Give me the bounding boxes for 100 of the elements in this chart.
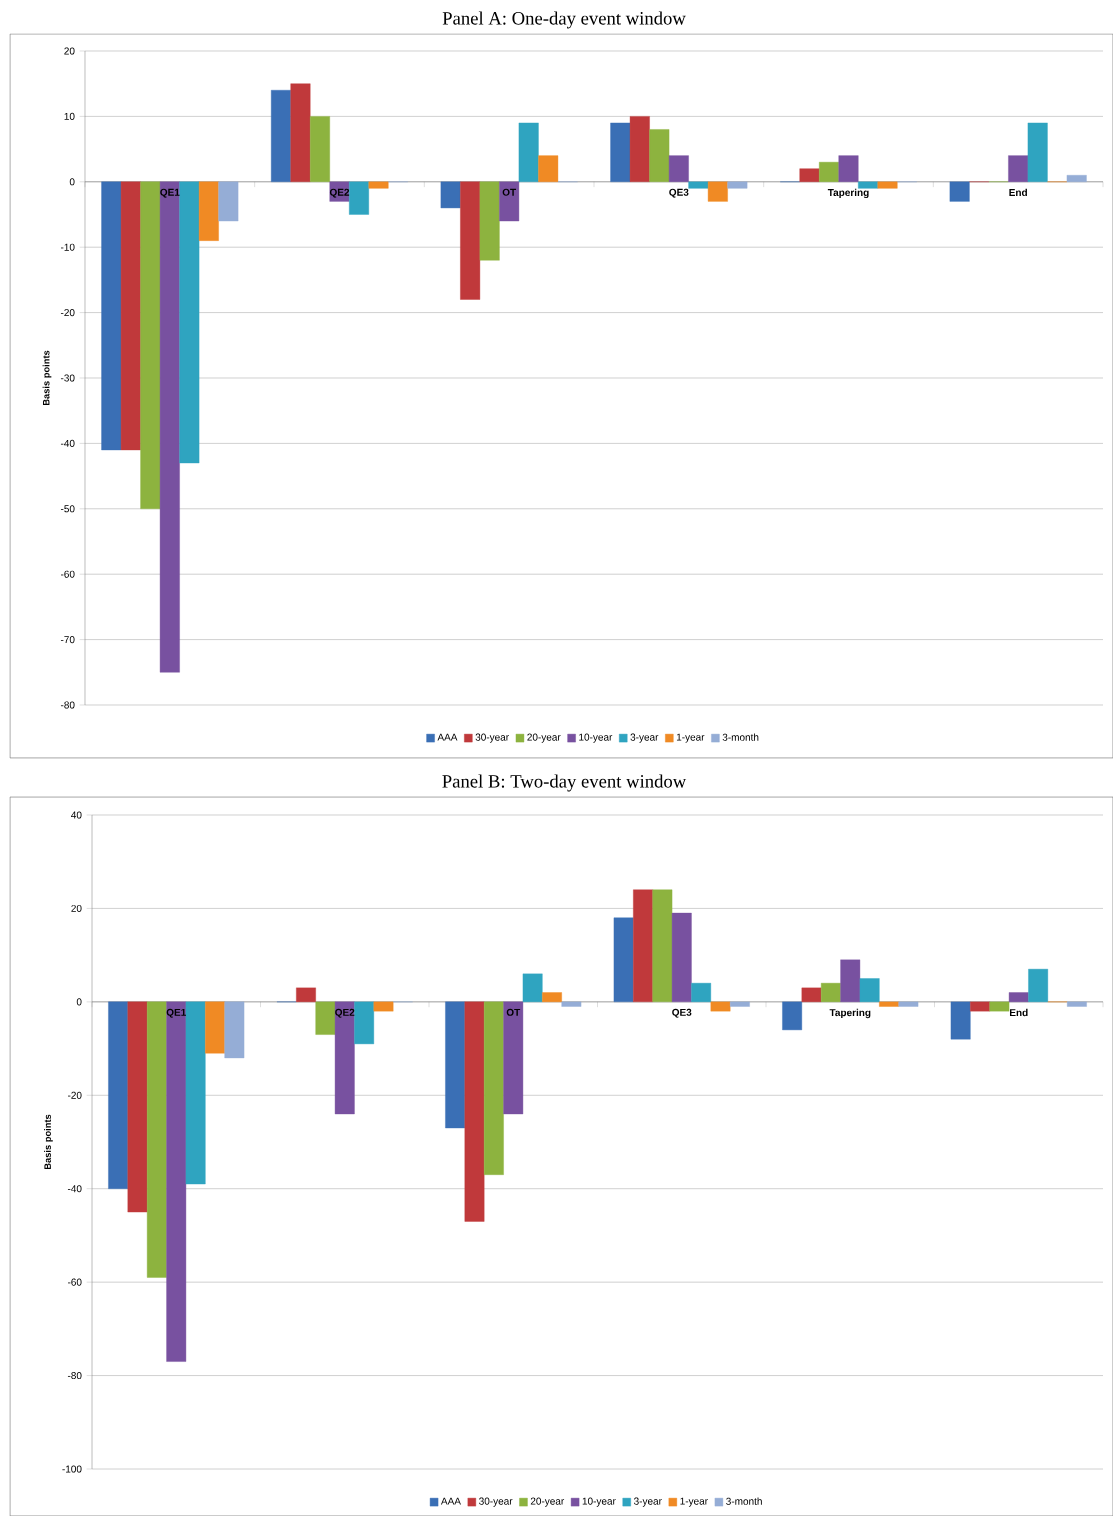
bar bbox=[633, 889, 653, 1003]
y-tick-label: 20 bbox=[71, 904, 82, 912]
bar bbox=[1067, 1001, 1087, 1007]
legend-label: 30-year bbox=[475, 733, 509, 743]
bar bbox=[368, 181, 389, 189]
bar bbox=[898, 1001, 919, 1007]
bar bbox=[730, 1001, 750, 1007]
bar bbox=[649, 129, 670, 182]
bar bbox=[561, 1001, 582, 1007]
bar bbox=[668, 155, 689, 182]
bar bbox=[120, 181, 141, 451]
legend-label: 10-year bbox=[579, 733, 613, 743]
bar bbox=[1028, 968, 1049, 1003]
bar bbox=[858, 181, 878, 189]
bar bbox=[1008, 992, 1029, 1003]
bar bbox=[218, 181, 239, 222]
x-tick-label: QE2 bbox=[329, 188, 350, 198]
bar bbox=[205, 1001, 225, 1054]
bar bbox=[440, 181, 461, 209]
bar bbox=[1008, 155, 1029, 182]
y-tick-label: -10 bbox=[60, 243, 75, 251]
bar bbox=[710, 1001, 731, 1012]
legend-label: 3-year bbox=[630, 733, 659, 743]
y-tick-label: -20 bbox=[67, 1091, 82, 1099]
y-tick-label: 20 bbox=[64, 47, 75, 55]
bar bbox=[101, 181, 122, 451]
x-tick-label: QE3 bbox=[672, 1008, 692, 1018]
x-tick-label: QE1 bbox=[160, 188, 180, 198]
legend-label: 20-year bbox=[527, 733, 561, 743]
bar bbox=[542, 992, 562, 1003]
y-tick-label: -30 bbox=[60, 374, 75, 382]
bar bbox=[613, 917, 634, 1003]
x-tick-label: QE1 bbox=[166, 1008, 186, 1018]
bar bbox=[349, 181, 369, 215]
y-tick-label: -50 bbox=[60, 505, 75, 513]
chart-title: Panel A: One-day event window bbox=[442, 11, 686, 29]
x-tick-label: OT bbox=[502, 188, 517, 196]
bar bbox=[518, 122, 539, 182]
y-tick-label: -40 bbox=[60, 439, 75, 447]
x-tick-label: End bbox=[1009, 188, 1027, 197]
bar bbox=[782, 1001, 803, 1031]
bar bbox=[801, 987, 822, 1003]
y-tick-label: -100 bbox=[62, 1465, 82, 1473]
legend-label: 1-year bbox=[680, 1497, 708, 1507]
bar bbox=[879, 1001, 899, 1007]
bar bbox=[146, 1001, 167, 1278]
bar bbox=[688, 181, 709, 189]
legend-label: 10-year bbox=[582, 1497, 616, 1507]
bar bbox=[296, 987, 316, 1003]
bar bbox=[185, 1001, 206, 1185]
bar bbox=[140, 181, 161, 509]
bar bbox=[629, 116, 650, 182]
x-tick-label: Tapering bbox=[829, 1008, 871, 1019]
bar bbox=[1066, 175, 1087, 182]
bar bbox=[354, 1001, 375, 1045]
bar bbox=[819, 161, 839, 182]
bar bbox=[877, 181, 898, 189]
y-tick-label: -70 bbox=[60, 636, 75, 644]
bar bbox=[445, 1001, 466, 1129]
bar bbox=[460, 181, 481, 300]
bar bbox=[522, 973, 543, 1003]
bar bbox=[224, 1001, 245, 1059]
bar bbox=[179, 181, 200, 464]
bar bbox=[464, 1001, 485, 1222]
y-tick-label: -60 bbox=[60, 570, 75, 578]
y-tick-label: -80 bbox=[67, 1372, 82, 1380]
y-tick-label: 10 bbox=[64, 112, 75, 120]
y-tick-label: -40 bbox=[67, 1185, 82, 1193]
legend-label: AAA bbox=[440, 1497, 461, 1505]
x-tick-label: End bbox=[1009, 1008, 1028, 1017]
bar bbox=[671, 912, 692, 1003]
bar bbox=[838, 155, 859, 182]
bar bbox=[989, 1001, 1010, 1012]
bar bbox=[799, 168, 820, 182]
y-tick-label: 0 bbox=[69, 178, 75, 186]
bar bbox=[503, 1001, 524, 1115]
legend-label: 20-year bbox=[530, 1497, 565, 1507]
bar bbox=[108, 1001, 129, 1189]
chart-title: Panel B: Two-day event window bbox=[442, 774, 687, 792]
legend-label: 3-month bbox=[722, 733, 759, 741]
bar bbox=[373, 1001, 394, 1012]
bar bbox=[610, 122, 631, 182]
y-tick-label: 0 bbox=[76, 998, 82, 1006]
bar bbox=[1027, 122, 1048, 182]
bar bbox=[334, 1001, 355, 1115]
x-tick-label: OT bbox=[506, 1008, 521, 1016]
legend-label: 1-year bbox=[676, 733, 705, 743]
bar bbox=[538, 155, 559, 182]
bar bbox=[707, 181, 728, 202]
bar bbox=[479, 181, 500, 261]
legend-label: 30-year bbox=[479, 1497, 513, 1507]
bar bbox=[949, 181, 970, 202]
bar bbox=[483, 1001, 504, 1175]
x-tick-label: QE2 bbox=[335, 1008, 355, 1018]
y-tick-label: 40 bbox=[71, 811, 82, 819]
bar bbox=[159, 181, 180, 673]
bar bbox=[820, 982, 841, 1003]
bar bbox=[840, 959, 861, 1003]
y-tick-label: -60 bbox=[67, 1278, 82, 1286]
y-tick-label: -80 bbox=[60, 701, 75, 709]
